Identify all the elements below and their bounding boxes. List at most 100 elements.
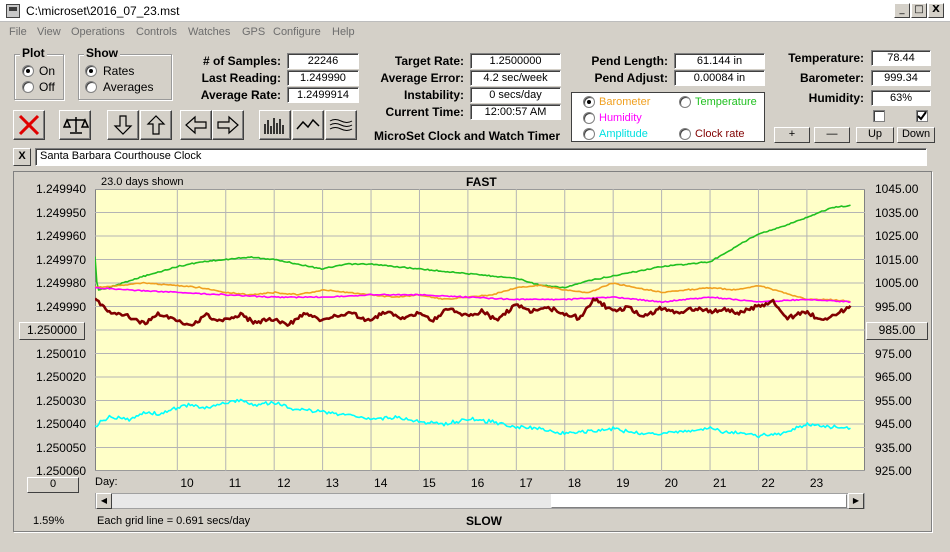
arrow-left-icon: [185, 115, 207, 135]
amplitude-option-label: Amplitude: [599, 128, 648, 140]
menu-view[interactable]: View: [37, 26, 61, 38]
x-tick-label: 10: [180, 476, 194, 490]
menu-controls[interactable]: Controls: [136, 26, 177, 38]
menu-configure[interactable]: Configure: [273, 26, 321, 38]
humidity-label: Humidity:: [808, 91, 864, 105]
line-view-button[interactable]: [292, 110, 324, 140]
center-sensor-button[interactable]: 985.00: [866, 322, 928, 340]
title-bar: C:\microset\2016_07_23.mst _ □ X: [0, 0, 950, 22]
arrow-up-icon: [146, 115, 166, 135]
pend-adjust-label: Pend Adjust:: [594, 71, 668, 85]
target-rate-label: Target Rate:: [394, 54, 464, 68]
bars-view-button[interactable]: [259, 110, 291, 140]
scale-plus-button[interactable]: +: [774, 127, 810, 143]
last-reading-field: 1.249990: [287, 70, 359, 86]
x-tick-label: 15: [422, 476, 436, 490]
current-time-label: Current Time:: [385, 105, 464, 119]
left-tick-label: 1.249940: [35, 182, 86, 196]
menu-gps[interactable]: GPS: [242, 26, 266, 38]
sensor-options-box: [571, 92, 765, 142]
left-tick-label: 1.250020: [35, 370, 86, 384]
fast-label: FAST: [466, 175, 497, 189]
line-graph-icon: [296, 118, 320, 130]
scroll-left-arrow-icon[interactable]: ◀: [96, 493, 112, 509]
series-line-humidity: [95, 286, 851, 304]
horizontal-scrollbar[interactable]: ◀ ▶: [95, 493, 865, 509]
scale-down-button[interactable]: Down: [897, 127, 935, 143]
slow-label: SLOW: [466, 514, 502, 528]
plot-on-radio[interactable]: [22, 65, 34, 77]
menu-help[interactable]: Help: [332, 26, 355, 38]
menu-watches[interactable]: Watches: [188, 26, 231, 38]
minimize-button[interactable]: _: [894, 3, 910, 18]
humidity-option-label: Humidity: [599, 112, 642, 124]
x-tick-label: 13: [325, 476, 339, 490]
show-group-label: Show: [84, 46, 120, 60]
left-tick-label: 1.250030: [35, 393, 86, 408]
window-title: C:\microset\2016_07_23.mst: [26, 4, 180, 18]
balance-button[interactable]: [59, 110, 91, 140]
plot-off-label: Off: [39, 80, 55, 94]
arrow-down-icon: [113, 115, 133, 135]
temperature-radio[interactable]: [679, 96, 691, 108]
plot-off-radio[interactable]: [22, 81, 34, 93]
stop-button[interactable]: [13, 110, 45, 140]
scroll-right-arrow-icon[interactable]: ▶: [848, 493, 864, 509]
scroll-left-button[interactable]: [180, 110, 212, 140]
x-tick-label: 20: [664, 476, 678, 490]
menu-operations[interactable]: Operations: [71, 26, 125, 38]
arrow-right-icon: [217, 115, 239, 135]
show-rates-radio[interactable]: [85, 65, 97, 77]
offset-button[interactable]: 0: [27, 477, 79, 493]
barometer-option-label: Barometer: [599, 96, 651, 108]
pend-length-field[interactable]: 61.144 in: [674, 53, 765, 69]
target-rate-field[interactable]: 1.2500000: [470, 53, 561, 69]
x-tick-label: 22: [761, 476, 775, 490]
scroll-up-button[interactable]: [140, 110, 172, 140]
right-tick-label: 935.00: [875, 440, 912, 455]
maximize-button[interactable]: □: [911, 3, 927, 18]
grid-note-label: Each grid line = 0.691 secs/day: [97, 515, 251, 527]
average-rate-field: 1.2499914: [287, 87, 359, 103]
bar-graph-icon: [264, 118, 284, 134]
app-icon[interactable]: [6, 4, 20, 18]
scale-minus-button[interactable]: —: [814, 127, 850, 143]
checkbox-right[interactable]: [916, 110, 928, 122]
app-name: MicroSet Clock and Watch Timer: [373, 129, 561, 143]
right-tick-label: 975.00: [875, 346, 912, 361]
close-button[interactable]: X: [928, 3, 944, 18]
scrollbar-thumb[interactable]: [551, 494, 847, 508]
barometer-label: Barometer:: [799, 71, 864, 85]
days-shown-label: 23.0 days shown: [101, 176, 184, 188]
instability-field: 0 secs/day: [470, 87, 561, 103]
x-tick-label: 12: [277, 476, 291, 490]
left-tick-label: 1.249980: [35, 276, 86, 290]
scroll-down-button[interactable]: [107, 110, 139, 140]
day-axis-label: Day:: [95, 476, 118, 488]
scale-up-button[interactable]: Up: [856, 127, 894, 143]
humidity-radio[interactable]: [583, 112, 595, 124]
left-tick-label: 1.249990: [35, 299, 86, 314]
pend-adjust-field: 0.00084 in: [674, 70, 765, 86]
menu-file[interactable]: File: [9, 26, 27, 38]
pend-length-label: Pend Length:: [591, 54, 668, 68]
left-tick-label: 1.250040: [35, 417, 86, 431]
center-rate-button[interactable]: 1.250000: [19, 322, 85, 340]
barometer-radio[interactable]: [583, 96, 595, 108]
x-tick-label: 18: [567, 476, 582, 490]
left-tick-label: 1.249970: [35, 252, 86, 267]
show-averages-radio[interactable]: [85, 81, 97, 93]
checkbox-left[interactable]: [873, 110, 885, 122]
multi-line-view-button[interactable]: [325, 110, 357, 140]
average-error-label: Average Error:: [380, 71, 464, 85]
scroll-right-button[interactable]: [212, 110, 244, 140]
right-tick-label: 945.00: [875, 417, 912, 431]
clear-clock-button[interactable]: X: [13, 148, 31, 166]
clock-name-field[interactable]: Santa Barbara Courthouse Clock: [35, 148, 927, 166]
clockrate-radio[interactable]: [679, 128, 691, 140]
x-tick-label: 17: [519, 476, 533, 490]
chart-frame: [13, 171, 932, 532]
last-reading-label: Last Reading:: [201, 71, 281, 85]
amplitude-radio[interactable]: [583, 128, 595, 140]
right-tick-label: 995.00: [875, 299, 912, 314]
